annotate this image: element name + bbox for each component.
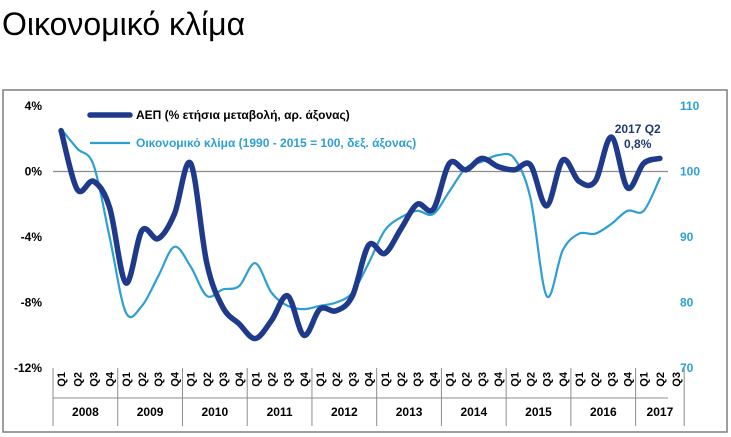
quarter-tick-label: Q4 (169, 371, 181, 387)
quarter-tick-label: Q2 (267, 372, 279, 387)
quarter-tick-label: Q1 (380, 372, 392, 387)
right-tick-label: 70 (680, 361, 694, 375)
year-label: 2008 (72, 405, 99, 419)
year-label: 2015 (525, 405, 552, 419)
year-label: 2011 (267, 405, 293, 419)
quarter-tick-label: Q2 (331, 372, 343, 387)
series-line-climate (60, 127, 661, 319)
year-label: 2009 (137, 405, 164, 419)
left-tick-label: -12% (14, 361, 42, 375)
chart-frame (2, 89, 728, 433)
legend: ΑΕΠ (% ετήσια μεταβολή, αρ. άξονας) Οικον… (87, 108, 416, 150)
left-tick-label: 0% (25, 165, 43, 179)
quarter-tick-label: Q2 (137, 372, 149, 387)
quarter-tick-label: Q4 (105, 371, 117, 387)
quarter-tick-label: Q1 (639, 372, 651, 387)
quarter-tick-label: Q2 (590, 372, 602, 387)
year-label: 2017 (647, 405, 674, 419)
quarter-tick-label: Q4 (558, 371, 570, 387)
year-label: 2012 (331, 405, 358, 419)
quarter-tick-label: Q4 (364, 371, 376, 387)
quarter-tick-label: Q3 (218, 372, 230, 387)
quarter-tick-label: Q3 (153, 372, 165, 387)
right-tick-label: 90 (680, 230, 694, 244)
quarter-tick-label: Q3 (606, 372, 618, 387)
annotation-period: 2017 Q2 (615, 122, 661, 136)
quarter-tick-label: Q4 (299, 371, 311, 387)
page-title: Οικονομικό κλίμα (2, 6, 246, 42)
left-tick-label: -4% (21, 230, 43, 244)
right-tick-label: 100 (680, 165, 700, 179)
quarter-tick-label: Q1 (509, 372, 521, 387)
year-label: 2016 (590, 405, 617, 419)
quarter-tick-label: Q1 (121, 372, 133, 387)
right-tick-label: 80 (680, 296, 694, 310)
left-tick-label: 4% (25, 99, 43, 113)
year-label: 2010 (201, 405, 228, 419)
quarter-tick-label: Q2 (461, 372, 473, 387)
quarter-tick-label: Q4 (623, 371, 635, 387)
left-tick-label: -8% (21, 296, 43, 310)
year-label: 2014 (460, 405, 487, 419)
quarter-tick-label: Q2 (655, 372, 667, 387)
quarter-tick-label: Q3 (542, 372, 554, 387)
quarter-tick-label: Q4 (234, 371, 246, 387)
quarter-tick-label: Q2 (72, 372, 84, 387)
legend-label-climate: Οικονομικό κλίμα (1990 - 2015 = 100, δεξ… (136, 136, 416, 150)
series-line-gdp (58, 127, 663, 342)
quarter-tick-label: Q1 (250, 372, 262, 387)
axes: 4% 0% -4% -8% -12% 110 100 90 80 70 (14, 99, 700, 375)
quarter-tick-label: Q1 (315, 372, 327, 387)
quarter-tick-label: Q2 (525, 372, 537, 387)
quarter-tick-label: Q3 (412, 372, 424, 387)
x-axis: Q1 Q2 Q3 Q4 2008 Q1 Q2 Q3 Q4 2009 Q1 Q2 Q3 Q4 2010 Q1 Q2… (52, 368, 685, 426)
quarter-tick-label: Q3 (283, 372, 295, 387)
quarter-tick-label: Q1 (574, 372, 586, 387)
quarter-tick-label: Q1 (56, 372, 68, 387)
right-tick-label: 110 (680, 99, 700, 113)
quarter-tick-label: Q3 (347, 372, 359, 387)
quarter-tick-label: Q2 (202, 372, 214, 387)
year-label: 2013 (396, 405, 423, 419)
quarter-tick-label: Q4 (428, 371, 440, 387)
series-lines (58, 127, 663, 342)
quarter-tick-label: Q3 (477, 372, 489, 387)
quarter-tick-label: Q1 (445, 372, 457, 387)
quarter-tick-label: Q4 (493, 371, 505, 387)
annotation-value: 0,8% (624, 137, 652, 151)
quarter-tick-label: Q3 (671, 372, 683, 387)
quarter-tick-label: Q2 (396, 372, 408, 387)
quarter-tick-label: Q1 (186, 372, 198, 387)
legend-label-gdp: ΑΕΠ (% ετήσια μεταβολή, αρ. άξονας) (136, 108, 350, 122)
quarter-tick-label: Q3 (89, 372, 101, 387)
